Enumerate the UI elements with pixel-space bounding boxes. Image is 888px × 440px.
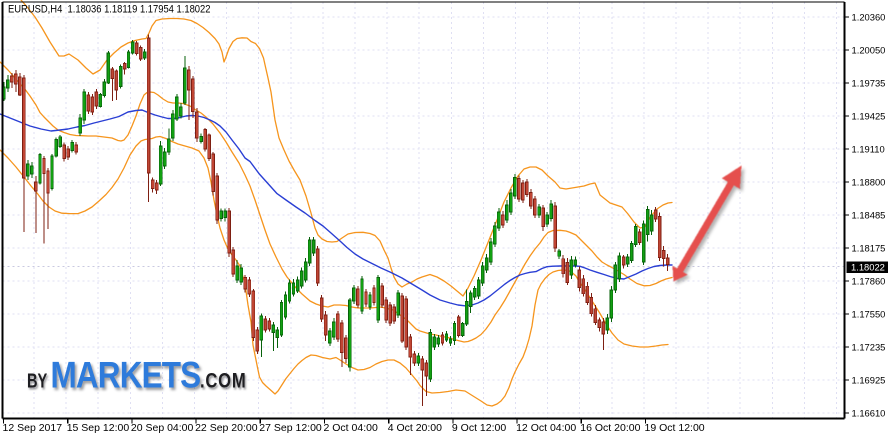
svg-text:2 Oct 04:00: 2 Oct 04:00 [324, 422, 378, 434]
svg-text:EURUSD,H4 1.18036 1.18119 1.1: EURUSD,H4 1.18036 1.18119 1.17954 1.1802… [8, 4, 211, 16]
svg-text:1.19425: 1.19425 [852, 110, 886, 121]
svg-text:9 Oct 12:00: 9 Oct 12:00 [452, 422, 506, 434]
svg-text:4 Oct 20:00: 4 Oct 20:00 [388, 422, 442, 434]
svg-text:15 Sep 12:00: 15 Sep 12:00 [67, 422, 130, 434]
svg-text:1.18485: 1.18485 [852, 209, 886, 220]
svg-text:12 Oct 04:00: 12 Oct 04:00 [516, 422, 576, 434]
svg-text:BY: BY [27, 369, 48, 392]
svg-text:1.17550: 1.17550 [852, 308, 886, 319]
svg-text:19 Oct 12:00: 19 Oct 12:00 [645, 422, 705, 434]
svg-text:1.19735: 1.19735 [852, 77, 886, 88]
svg-text:1.17860: 1.17860 [852, 275, 886, 286]
svg-text:1.19110: 1.19110 [852, 143, 885, 154]
svg-text:1.18022: 1.18022 [851, 262, 885, 273]
svg-text:16 Oct 20:00: 16 Oct 20:00 [580, 422, 640, 434]
svg-text:1.18175: 1.18175 [852, 242, 886, 253]
svg-text:1.18800: 1.18800 [852, 176, 886, 187]
svg-text:MARKETS: MARKETS [51, 355, 201, 396]
svg-text:1.16610: 1.16610 [852, 407, 886, 418]
svg-text:20 Sep 04:00: 20 Sep 04:00 [131, 422, 194, 434]
svg-text:.COM: .COM [200, 370, 246, 393]
svg-text:1.20360: 1.20360 [852, 11, 886, 22]
svg-text:1.17235: 1.17235 [852, 341, 886, 352]
svg-text:27 Sep 12:00: 27 Sep 12:00 [259, 422, 322, 434]
svg-text:1.16925: 1.16925 [852, 374, 886, 385]
svg-text:1.20050: 1.20050 [852, 44, 886, 55]
svg-text:22 Sep 20:00: 22 Sep 20:00 [195, 422, 258, 434]
svg-text:12 Sep 2017: 12 Sep 2017 [3, 422, 63, 434]
